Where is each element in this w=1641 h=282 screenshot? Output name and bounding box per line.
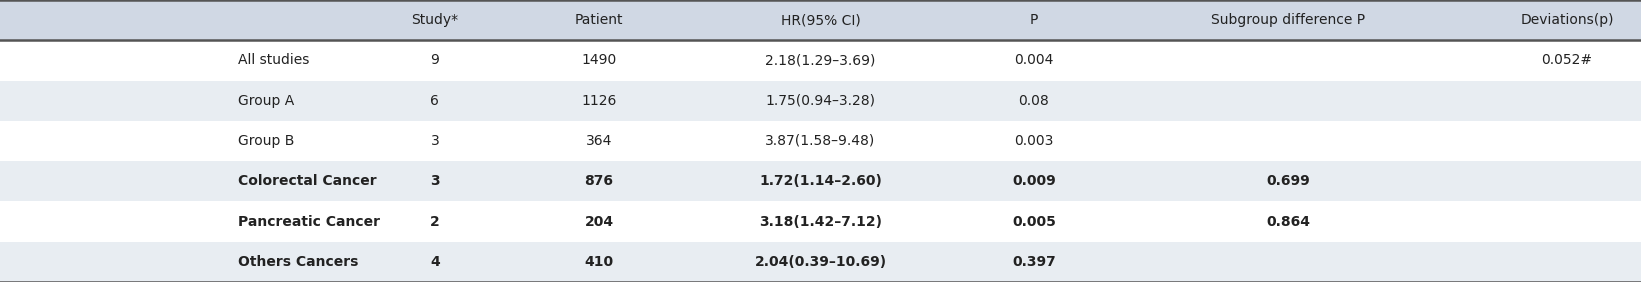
Text: 0.009: 0.009 (1012, 174, 1055, 188)
Text: 1490: 1490 (581, 53, 617, 67)
Text: 4: 4 (430, 255, 440, 269)
Text: 3.87(1.58–9.48): 3.87(1.58–9.48) (765, 134, 876, 148)
Bar (0, 40, 1641, 81)
Text: Others Cancers: Others Cancers (238, 255, 358, 269)
Text: 0.052#: 0.052# (1541, 53, 1593, 67)
Text: 9: 9 (430, 53, 440, 67)
Text: Study*: Study* (412, 13, 458, 27)
Text: 2.04(0.39–10.69): 2.04(0.39–10.69) (755, 255, 886, 269)
Text: Group B: Group B (238, 134, 294, 148)
Bar (0, 121, 1641, 161)
Text: 0.005: 0.005 (1012, 215, 1055, 229)
Text: 0.699: 0.699 (1267, 174, 1310, 188)
Text: All studies: All studies (238, 53, 309, 67)
Bar (0, 81, 1641, 121)
Text: 1.72(1.14–2.60): 1.72(1.14–2.60) (760, 174, 881, 188)
Text: 410: 410 (584, 255, 614, 269)
Text: 6: 6 (430, 94, 440, 108)
Text: Patient: Patient (574, 13, 624, 27)
Text: 1.75(0.94–3.28): 1.75(0.94–3.28) (765, 94, 876, 108)
Text: Group A: Group A (238, 94, 294, 108)
Text: 0.864: 0.864 (1267, 215, 1310, 229)
Text: Colorectal Cancer: Colorectal Cancer (238, 174, 376, 188)
Text: 3: 3 (430, 174, 440, 188)
Text: HR(95% CI): HR(95% CI) (781, 13, 860, 27)
Text: 0.003: 0.003 (1014, 134, 1054, 148)
Text: 204: 204 (584, 215, 614, 229)
Text: 2: 2 (430, 215, 440, 229)
Text: Subgroup difference P: Subgroup difference P (1211, 13, 1365, 27)
Bar (0, 161, 1641, 201)
Bar (0, 0, 1641, 40)
Text: Deviations(p): Deviations(p) (1521, 13, 1613, 27)
Text: 0.397: 0.397 (1012, 255, 1055, 269)
Text: P: P (1029, 13, 1039, 27)
Text: 1126: 1126 (581, 94, 617, 108)
Bar (0, 201, 1641, 242)
Text: Pancreatic Cancer: Pancreatic Cancer (238, 215, 381, 229)
Text: 364: 364 (586, 134, 612, 148)
Text: 0.004: 0.004 (1014, 53, 1054, 67)
Text: 3.18(1.42–7.12): 3.18(1.42–7.12) (760, 215, 881, 229)
Text: 3: 3 (430, 134, 440, 148)
Text: 876: 876 (584, 174, 614, 188)
Text: 0.08: 0.08 (1019, 94, 1049, 108)
Bar (0, 242, 1641, 282)
Text: 2.18(1.29–3.69): 2.18(1.29–3.69) (765, 53, 876, 67)
